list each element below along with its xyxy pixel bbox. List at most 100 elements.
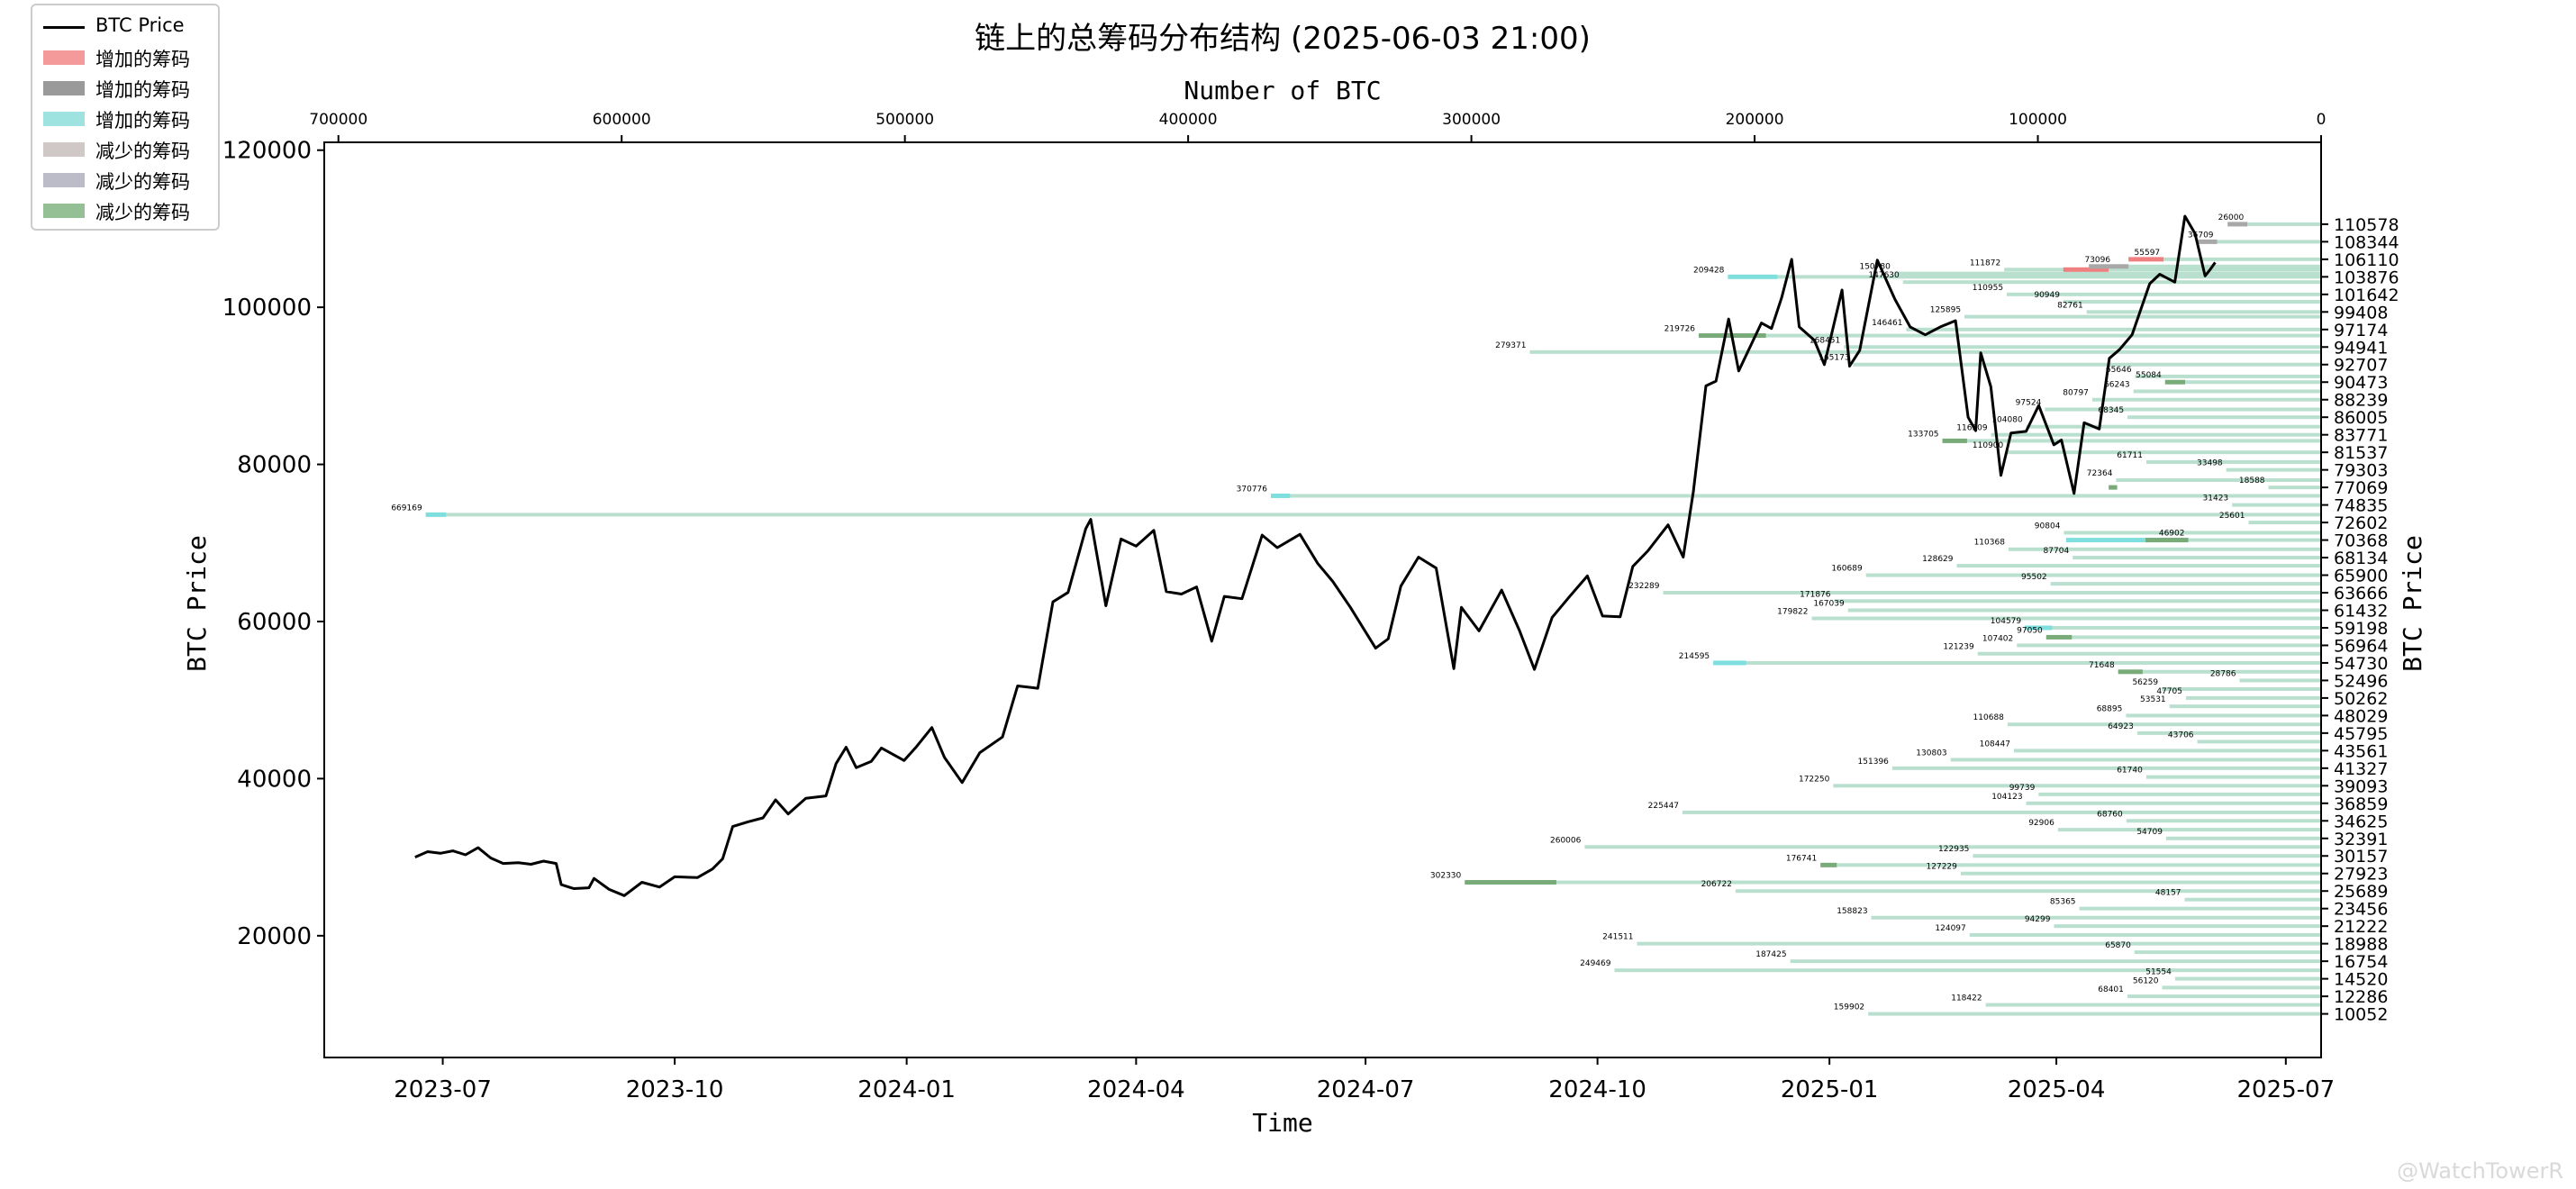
top-x-tick-label: 0 <box>2317 111 2327 129</box>
distribution-highlight-bar <box>2063 267 2109 272</box>
distribution-bar <box>1833 784 2321 788</box>
distribution-bar <box>1960 871 2321 876</box>
distribution-bar <box>2017 643 2321 648</box>
distribution-bar <box>1820 863 2321 867</box>
distribution-bar <box>2188 538 2321 542</box>
distribution-bar-label: 108447 <box>1980 740 2010 749</box>
distribution-bar-label: 159902 <box>1834 1003 1864 1012</box>
distribution-bar-label: 95502 <box>2021 573 2047 582</box>
distribution-bar <box>2127 415 2321 420</box>
y-tick-label: 120000 <box>222 138 312 165</box>
distribution-bar-label: 104123 <box>1991 793 2022 802</box>
distribution-bar-label: 151396 <box>1858 758 1890 767</box>
right-y-axis-label: BTC Price <box>2398 535 2427 672</box>
distribution-bar-label: 48157 <box>2155 889 2181 898</box>
distribution-bar-label: 18588 <box>2239 477 2265 486</box>
distribution-bar-label: 53531 <box>2140 695 2166 704</box>
distribution-bar <box>2038 792 2321 796</box>
distribution-bar-label: 146461 <box>1872 319 1902 328</box>
distribution-bar <box>425 513 2322 517</box>
distribution-bar <box>2091 397 2321 402</box>
right-y-tick-label: 83771 <box>2334 426 2388 446</box>
distribution-bar <box>2026 801 2321 805</box>
distribution-highlight-bar <box>2025 625 2053 631</box>
distribution-highlight-bar <box>425 512 447 517</box>
legend-swatch <box>43 142 85 157</box>
right-y-tick-label: 61432 <box>2334 601 2388 621</box>
right-y-tick-label: 25689 <box>2334 882 2388 902</box>
right-y-axis-ticks: 1105781083441061101038761016429940897174… <box>2321 215 2399 1025</box>
distribution-bar-label: 167039 <box>1813 599 1845 608</box>
distribution-highlight-bar <box>2145 538 2189 543</box>
distribution-bar-label: 260006 <box>1550 836 1582 845</box>
distribution-bar-label: 302330 <box>1430 872 1462 881</box>
distribution-bar <box>1950 758 2321 762</box>
price-line <box>414 214 2217 897</box>
distribution-bar <box>2045 635 2321 640</box>
distribution-bar-label: 73096 <box>2084 256 2110 265</box>
right-y-tick-label: 18988 <box>2334 935 2388 955</box>
distribution-bar-label: 25601 <box>2219 512 2245 521</box>
distribution-bar <box>1844 345 2321 349</box>
right-y-tick-label: 88239 <box>2334 391 2388 411</box>
distribution-bar <box>2232 503 2321 507</box>
distribution-highlight-bar <box>1271 493 1291 498</box>
distribution-bar-label: 65646 <box>2106 366 2132 375</box>
right-y-tick-label: 36859 <box>2334 794 2388 814</box>
distribution-bar-label: 219726 <box>1664 325 1696 334</box>
right-y-tick-label: 30157 <box>2334 847 2388 867</box>
distribution-bar-label: 110368 <box>1974 539 2006 548</box>
distribution-bar <box>2197 740 2321 744</box>
right-y-tick-label: 45795 <box>2334 724 2388 744</box>
y-tick-label: 20000 <box>237 923 312 950</box>
distribution-highlight-bar <box>1820 862 1837 867</box>
distribution-bar-label: 55084 <box>2136 371 2162 380</box>
distribution-highlight-bar <box>2118 669 2143 675</box>
distribution-bar <box>2013 749 2321 753</box>
distribution-bar-label: 71648 <box>2089 661 2115 670</box>
right-y-tick-label: 27923 <box>2334 865 2388 885</box>
distribution-bar-label: 92906 <box>2028 819 2054 828</box>
distribution-bar <box>1871 915 2321 920</box>
right-y-tick-label: 23456 <box>2334 900 2388 920</box>
distribution-bar-label: 51554 <box>2145 968 2172 977</box>
distribution-bar-label: 55597 <box>2135 249 2161 258</box>
right-y-tick-label: 79303 <box>2334 461 2388 481</box>
distribution-bar-label: 61711 <box>2117 451 2143 460</box>
top-x-axis-label: Number of BTC <box>1184 76 1381 105</box>
x-tick-label: 2023-07 <box>394 1076 492 1103</box>
legend-swatch <box>43 173 85 187</box>
distribution-bar-label: 54709 <box>2136 828 2163 837</box>
distribution-bar <box>2162 985 2321 990</box>
right-y-tick-label: 59198 <box>2334 619 2388 639</box>
right-y-tick-label: 103876 <box>2334 268 2399 287</box>
distribution-bar <box>2247 222 2321 226</box>
distribution-bar-label: 87704 <box>2044 547 2070 556</box>
legend-label: 减少的筹码 <box>95 141 190 162</box>
distribution-bar-label: 90949 <box>2034 291 2060 300</box>
right-y-tick-label: 34625 <box>2334 812 2388 831</box>
distribution-bar <box>1790 959 2321 964</box>
watermark: @WatchTowerR <box>2397 1158 2563 1184</box>
distribution-bar-label: 68760 <box>2097 810 2123 819</box>
distribution-bar <box>1465 880 2321 885</box>
distribution-bar <box>1663 591 2321 595</box>
distribution-bar-label: 64923 <box>2108 722 2134 731</box>
x-axis-label: Time <box>1252 1108 1312 1138</box>
distribution-bar-label: 125895 <box>1930 306 1961 315</box>
distribution-bar-label: 232289 <box>1628 582 1660 591</box>
right-y-tick-label: 50262 <box>2334 689 2388 709</box>
legend-label: 增加的筹码 <box>95 79 190 101</box>
distribution-bar-label: 241511 <box>1602 933 1633 942</box>
legend-item-btc-price: BTC Price <box>43 13 214 40</box>
distribution-bar-label: 46902 <box>2159 530 2185 539</box>
distribution-highlight-bar <box>2196 239 2218 244</box>
right-y-tick-label: 21222 <box>2334 917 2388 937</box>
distribution-bar-label: 128629 <box>1922 555 1954 564</box>
distribution-bar <box>2086 310 2321 314</box>
distribution-bar <box>1868 1012 2321 1016</box>
distribution-bar-label: 122935 <box>1938 845 1969 854</box>
distribution-bar-label: 171876 <box>1800 590 1831 599</box>
distribution-bar <box>1902 280 2321 285</box>
x-tick-label: 2024-01 <box>857 1076 956 1103</box>
